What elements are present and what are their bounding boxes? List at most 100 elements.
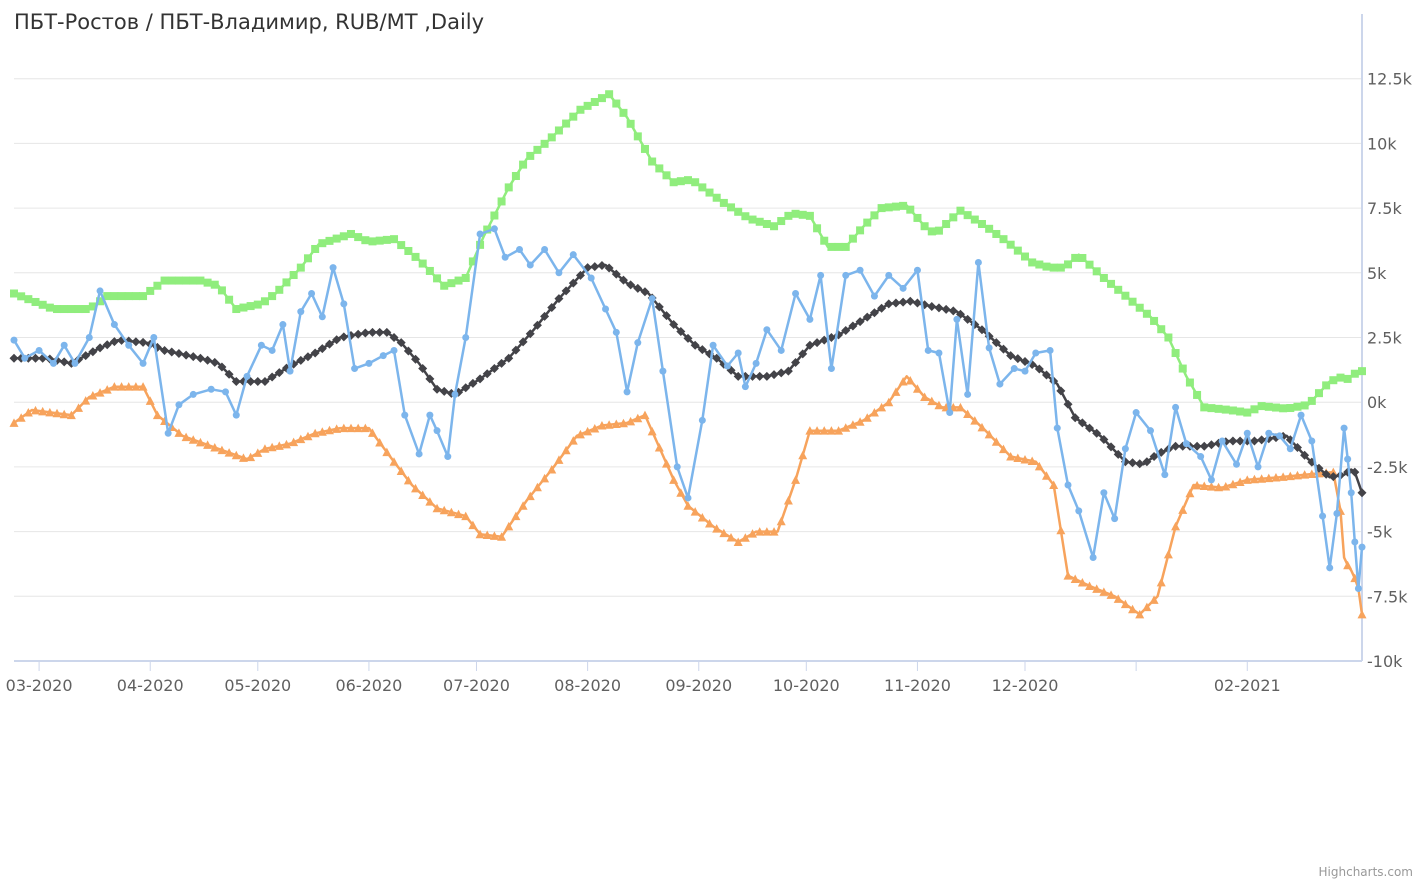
data-point-marker [1250, 405, 1259, 414]
chart-title: ПБТ-Ростов / ПБТ-Владимир, RUB/MT ,Daily [14, 10, 485, 34]
data-point-marker [647, 426, 657, 436]
data-point-marker [518, 501, 528, 510]
data-point-marker [403, 475, 413, 485]
data-point-marker [848, 420, 858, 429]
data-point-marker [597, 420, 607, 430]
data-point-marker [898, 297, 908, 307]
data-point-marker [504, 521, 514, 531]
data-point-marker [511, 172, 520, 181]
data-point-marker [1285, 471, 1295, 481]
data-point-marker [418, 364, 428, 374]
data-point-marker [1286, 404, 1295, 413]
data-point-marker [415, 450, 423, 458]
data-point-marker [684, 494, 692, 502]
data-point-marker [633, 132, 642, 141]
data-point-marker [1049, 480, 1059, 490]
data-point-marker [1132, 409, 1140, 417]
data-point-marker [1106, 590, 1116, 599]
data-point-marker [1228, 479, 1238, 489]
data-point-marker [856, 266, 864, 274]
data-point-marker [812, 338, 822, 348]
data-point-marker [1200, 403, 1209, 412]
data-point-marker [1350, 467, 1360, 477]
data-point-marker [1257, 435, 1267, 445]
data-point-marker [1172, 403, 1180, 411]
data-point-marker [891, 298, 901, 308]
data-point-marker [339, 332, 349, 342]
data-point-marker [354, 233, 363, 242]
data-point-marker [289, 271, 298, 280]
data-point-marker [351, 365, 359, 373]
data-point-marker [1278, 472, 1288, 481]
data-point-marker [396, 466, 406, 476]
data-point-marker [927, 301, 937, 311]
data-point-marker [623, 388, 631, 396]
data-point-marker [698, 183, 707, 192]
data-point-marker [1257, 402, 1266, 411]
data-point-marker [489, 531, 499, 540]
data-point-marker [324, 425, 334, 435]
data-point-marker [996, 380, 1004, 388]
data-point-marker [1114, 285, 1123, 294]
data-point-marker [719, 528, 729, 538]
data-point-marker [174, 349, 184, 359]
data-point-marker [575, 429, 585, 439]
data-point-marker [297, 308, 305, 316]
data-point-marker [17, 292, 26, 301]
data-point-marker [1242, 475, 1252, 484]
data-point-marker [662, 171, 671, 180]
x-tick-label: 05-2020 [224, 676, 291, 695]
data-point-marker [912, 384, 922, 393]
data-point-marker [798, 450, 808, 460]
data-point-marker [1178, 364, 1187, 373]
data-point-marker [848, 321, 858, 331]
data-point-marker [1146, 427, 1154, 435]
data-point-marker [949, 213, 958, 222]
data-point-marker [1351, 538, 1359, 546]
data-point-marker [59, 409, 69, 419]
data-point-marker [942, 219, 951, 228]
highcharts-credits[interactable]: Highcharts.com [1318, 865, 1413, 879]
data-point-marker [870, 211, 879, 220]
data-point-marker [10, 289, 18, 298]
data-point-marker [805, 340, 815, 350]
x-tick-label: 11-2020 [884, 676, 951, 695]
data-point-marker [1013, 246, 1022, 255]
data-point-marker [1321, 469, 1331, 479]
data-point-marker [985, 224, 994, 233]
data-point-marker [532, 482, 542, 492]
data-point-marker [673, 463, 681, 471]
data-point-marker [540, 139, 549, 148]
data-point-marker [1218, 437, 1226, 445]
data-point-marker [224, 369, 234, 379]
data-point-marker [913, 266, 921, 274]
data-point-marker [396, 338, 406, 348]
data-point-marker [684, 176, 692, 185]
data-point-marker [433, 427, 441, 435]
data-point-marker [281, 439, 291, 449]
data-point-marker [569, 112, 578, 121]
data-point-marker [167, 276, 176, 285]
data-point-marker [1264, 402, 1273, 411]
data-point-marker [332, 424, 342, 433]
data-point-marker [52, 408, 62, 418]
data-point-marker [784, 211, 793, 220]
data-point-marker [196, 276, 205, 285]
data-point-marker [150, 334, 158, 341]
data-point-marker [1221, 405, 1230, 414]
data-point-marker [1111, 515, 1119, 523]
data-point-marker [748, 215, 757, 224]
data-point-marker [303, 254, 312, 263]
data-point-marker [475, 529, 485, 539]
data-point-marker [906, 205, 915, 214]
data-point-marker [74, 403, 84, 412]
data-point-marker [339, 423, 349, 433]
data-point-marker [346, 423, 356, 433]
data-point-marker [267, 372, 277, 382]
y-tick-label: -7.5k [1367, 587, 1408, 606]
data-point-marker [260, 444, 270, 453]
data-point-marker [1085, 423, 1095, 433]
data-point-marker [195, 437, 205, 447]
data-point-marker [60, 305, 69, 314]
data-point-marker [418, 259, 427, 268]
